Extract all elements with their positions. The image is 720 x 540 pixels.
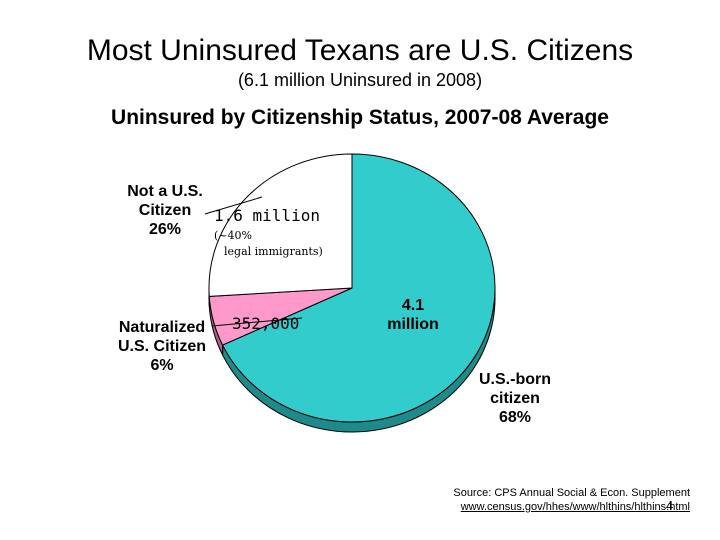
page-number: 4: [666, 498, 674, 513]
label-us-born: U.S.-born citizen 68%: [460, 370, 570, 427]
naturalized-value: 352,000: [232, 314, 300, 333]
label-naturalized: Naturalized U.S. Citizen 6%: [106, 318, 218, 375]
label-naturalized-line1: Naturalized: [118, 319, 206, 336]
label-us-born-line2: citizen: [490, 390, 540, 407]
label-not-citizen: Not a U.S. Citizen 26%: [100, 182, 230, 239]
not-citizen-note-2: legal immigrants): [224, 245, 323, 258]
source-link[interactable]: www.census.gov/hhes/www/hlthins/hlthins.…: [460, 501, 690, 513]
label-us-born-percent: 68%: [498, 409, 532, 426]
pie-slice-not-citizen: [208, 153, 353, 297]
source-note: Source: CPS Annual Social & Econ. Supple…: [410, 486, 690, 514]
not-citizen-note-1: (~40%: [214, 229, 252, 242]
slide-subtitle: (6.1 million Uninsured in 2008): [237, 70, 483, 90]
leader-line-naturalized: [211, 317, 303, 327]
not-citizen-annotation: 1.6 million (~40% legal immigrants): [214, 206, 354, 258]
slide-title: Most Uninsured Texans are U.S. Citizens: [86, 34, 634, 67]
us-born-value: 4.1 million: [372, 296, 454, 334]
chart-title: Uninsured by Citizenship Status, 2007-08…: [111, 106, 609, 129]
leader-line-not-citizen: [204, 196, 263, 215]
us-born-value-line1: 4.1: [401, 297, 425, 314]
label-naturalized-line2: U.S. Citizen: [117, 338, 206, 355]
label-not-citizen-percent: 26%: [148, 221, 182, 238]
label-not-citizen-line2: Citizen: [138, 202, 192, 219]
label-not-citizen-line1: Not a U.S.: [127, 183, 203, 200]
us-born-value-line2: million: [387, 316, 439, 333]
not-citizen-value: 1.6 million: [214, 206, 320, 225]
label-us-born-line1: U.S.-born: [479, 371, 551, 388]
source-text: Source: CPS Annual Social & Econ. Supple…: [453, 487, 690, 499]
pie-slice-us-born: [221, 153, 496, 423]
label-naturalized-percent: 6%: [150, 357, 174, 374]
